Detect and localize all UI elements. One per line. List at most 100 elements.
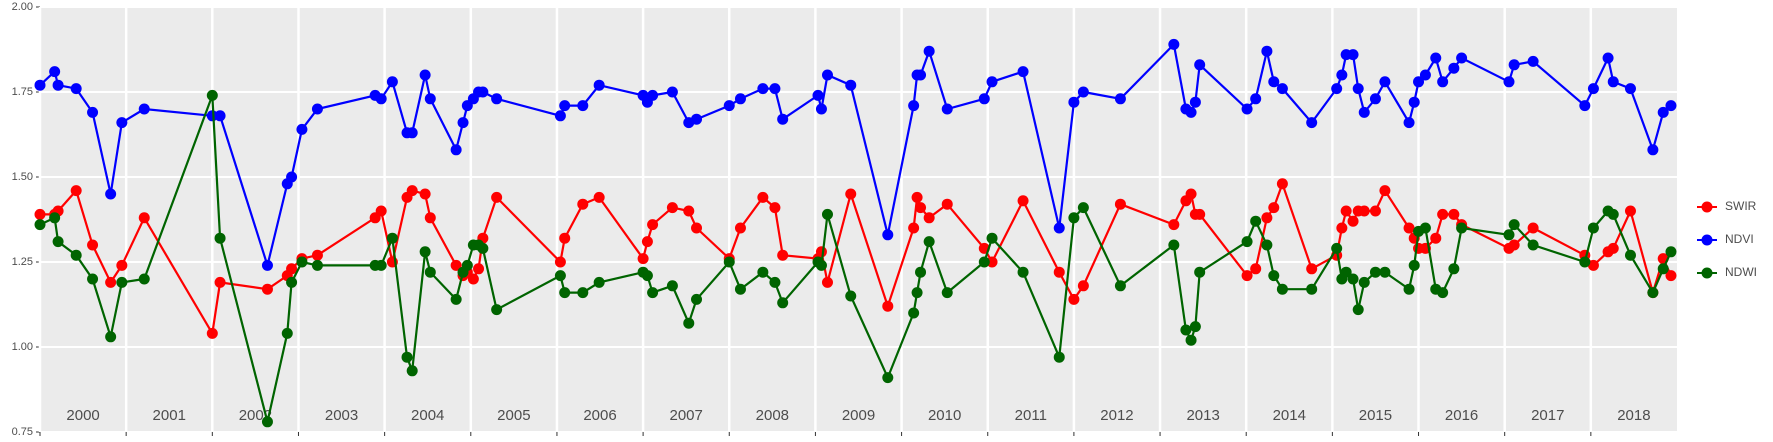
year-label: 2009	[842, 407, 875, 424]
data-point	[1276, 178, 1288, 190]
year-label: 2014	[1273, 407, 1306, 424]
data-point	[49, 212, 61, 224]
data-point	[1358, 106, 1370, 118]
data-point	[49, 66, 61, 78]
year-label: 2001	[153, 407, 186, 424]
data-point	[311, 249, 323, 261]
data-point	[637, 253, 649, 265]
data-point	[52, 236, 64, 248]
data-point	[491, 93, 503, 105]
data-point	[1276, 83, 1288, 95]
data-point	[911, 191, 923, 203]
data-point	[1168, 239, 1180, 251]
data-point	[1261, 239, 1273, 251]
data-point	[1527, 239, 1539, 251]
data-point	[375, 93, 387, 105]
data-point	[691, 113, 703, 125]
data-point	[87, 106, 99, 118]
data-point	[424, 266, 436, 278]
data-point	[1189, 321, 1201, 333]
data-point	[70, 185, 82, 197]
data-point	[1448, 263, 1460, 275]
data-point	[281, 327, 293, 339]
data-point	[1261, 45, 1273, 57]
data-point	[723, 100, 735, 112]
data-point	[978, 93, 990, 105]
data-point	[845, 188, 857, 200]
data-point	[261, 259, 273, 271]
data-point	[1347, 49, 1359, 61]
data-point	[406, 185, 418, 197]
data-point	[683, 317, 695, 329]
data-point	[1647, 287, 1659, 299]
data-point	[1379, 266, 1391, 278]
data-point	[908, 307, 920, 319]
data-point	[577, 198, 589, 210]
data-point	[1508, 219, 1520, 231]
y-tick-label: 2.00	[12, 1, 33, 13]
y-tick-label: 1.50	[12, 171, 33, 183]
data-point	[734, 93, 746, 105]
data-point	[1403, 117, 1415, 129]
data-point	[1358, 276, 1370, 288]
data-point	[1352, 304, 1364, 316]
data-point	[666, 280, 678, 292]
data-point	[1408, 96, 1420, 108]
data-point	[386, 232, 398, 244]
data-point	[821, 276, 833, 288]
data-point	[1437, 76, 1449, 88]
data-point	[406, 365, 418, 377]
data-point	[1268, 270, 1280, 282]
data-point	[1306, 283, 1318, 295]
data-point	[941, 198, 953, 210]
data-point	[1068, 212, 1080, 224]
data-point	[1241, 103, 1253, 115]
data-point	[1250, 263, 1262, 275]
data-point	[461, 259, 473, 271]
data-point	[1053, 351, 1065, 363]
data-point	[296, 123, 308, 135]
data-point	[559, 100, 571, 112]
data-point	[1456, 222, 1468, 234]
data-point	[206, 327, 218, 339]
data-point	[1665, 270, 1677, 282]
year-label: 2012	[1100, 407, 1133, 424]
data-point	[577, 287, 589, 299]
data-point	[908, 222, 920, 234]
y-tick-label: 1.25	[12, 256, 33, 268]
data-point	[1268, 76, 1280, 88]
data-point	[757, 266, 769, 278]
data-point	[1017, 66, 1029, 78]
data-point	[691, 222, 703, 234]
legend-marker	[1701, 234, 1713, 246]
year-label: 2013	[1186, 407, 1219, 424]
data-point	[1665, 100, 1677, 112]
data-point	[1665, 246, 1677, 258]
data-point	[214, 110, 226, 122]
data-point	[1369, 266, 1381, 278]
data-point	[923, 45, 935, 57]
data-point	[1053, 266, 1065, 278]
data-point	[1194, 208, 1206, 220]
data-point	[593, 276, 605, 288]
data-point	[261, 416, 273, 428]
data-point	[1077, 202, 1089, 214]
data-point	[1403, 222, 1415, 234]
data-point	[1340, 205, 1352, 217]
data-point	[450, 144, 462, 156]
data-point	[559, 232, 571, 244]
y-tick-label: 1.75	[12, 86, 33, 98]
data-point	[1587, 259, 1599, 271]
data-point	[1185, 106, 1197, 118]
year-label: 2007	[669, 407, 702, 424]
year-label: 2004	[411, 407, 444, 424]
data-point	[1306, 117, 1318, 129]
data-point	[116, 117, 128, 129]
data-point	[1189, 96, 1201, 108]
data-point	[641, 270, 653, 282]
data-point	[777, 297, 789, 309]
year-label: 2018	[1617, 407, 1650, 424]
data-point	[1194, 59, 1206, 71]
data-point	[296, 256, 308, 268]
data-point	[1194, 266, 1206, 278]
